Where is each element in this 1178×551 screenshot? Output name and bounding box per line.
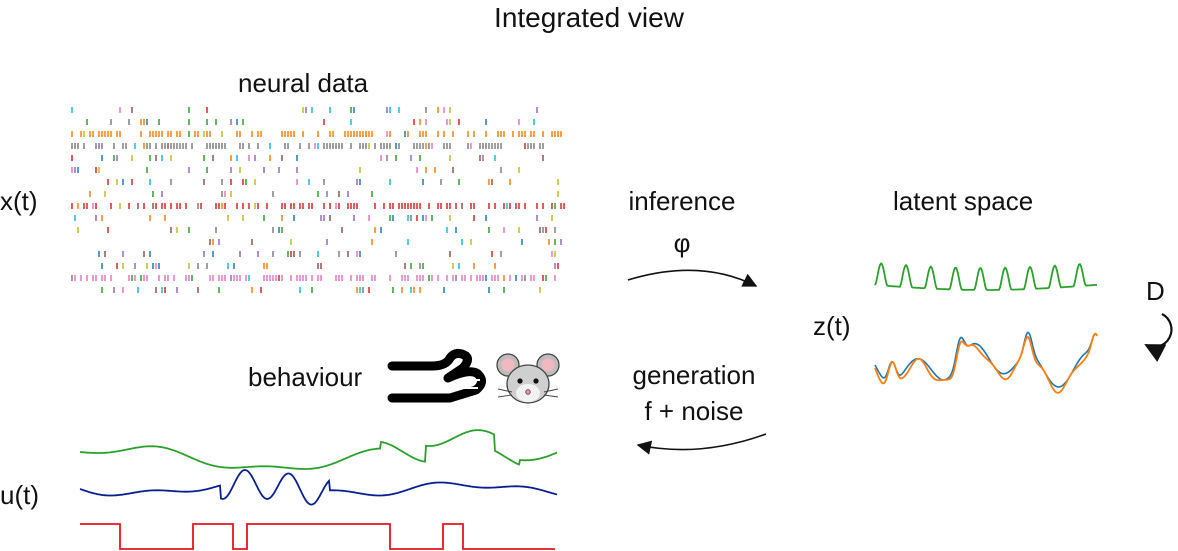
behaviour-trace-green <box>79 429 558 470</box>
generation-formula: f + noise <box>644 396 744 426</box>
latent-trace-blue <box>874 331 1098 388</box>
hand-reach-icon <box>387 348 486 403</box>
inference-symbol: φ <box>673 228 691 258</box>
behaviour-trace-navy <box>79 469 558 506</box>
behaviour-trace-red <box>80 523 555 550</box>
latent-trace-orange <box>874 332 1098 394</box>
behaviour-label: behaviour <box>248 362 363 392</box>
neural-axis-label: x(t) <box>0 186 38 216</box>
neural-data-heading: neural data <box>238 68 369 98</box>
dynamics-cycle-arrow <box>1144 313 1173 362</box>
inference-label: inference <box>628 186 736 216</box>
inference-arrow <box>627 269 758 287</box>
figure-title: Integrated view <box>494 2 684 33</box>
mouse-icon <box>496 353 560 404</box>
latent-axis-label: z(t) <box>813 311 851 341</box>
latent-space-heading: latent space <box>893 186 1034 216</box>
neural-spike-raster <box>71 107 565 293</box>
dynamics-label: D <box>1146 276 1165 306</box>
latent-trace-green <box>874 262 1097 291</box>
latent-trajectories <box>874 262 1098 394</box>
generation-arrow <box>636 433 767 455</box>
behaviour-traces <box>79 429 558 550</box>
generation-label: generation <box>632 360 756 390</box>
behaviour-axis-label: u(t) <box>0 480 39 510</box>
